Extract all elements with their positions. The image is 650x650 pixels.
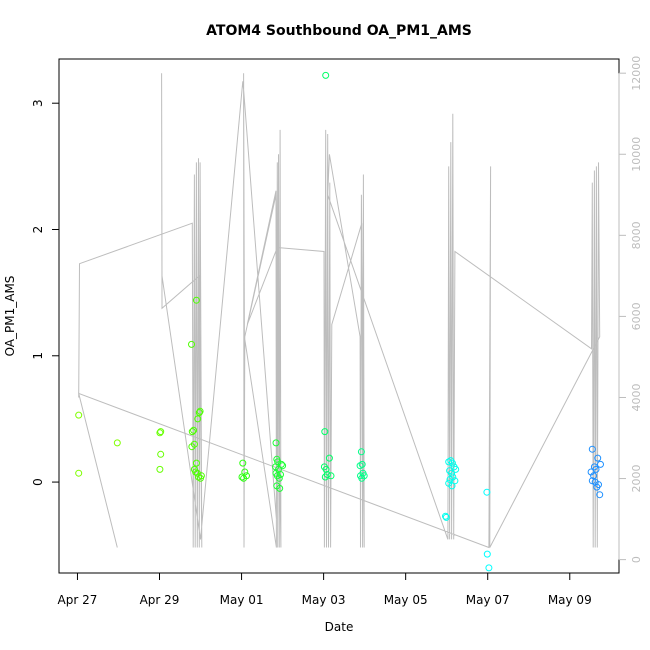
y-tick-label: 3 <box>31 99 45 107</box>
scatter-point <box>188 428 196 436</box>
scatter-point <box>192 468 200 476</box>
y2-tick-label: 2000 <box>630 465 643 493</box>
x-tick-label: May 09 <box>548 593 592 607</box>
scatter-point <box>448 459 456 467</box>
x-tick-label: May 01 <box>220 593 264 607</box>
x-tick-label: Apr 27 <box>58 593 98 607</box>
scatter-point <box>75 411 83 419</box>
chart-title: ATOM4 Southbound OA_PM1_AMS <box>206 23 472 39</box>
scatter-point <box>593 483 601 491</box>
y-tick-label: 2 <box>31 226 45 234</box>
y2-axis: 0 2000 4000 6000 8000 10000 12000 <box>618 56 643 563</box>
altitude-track-layer <box>77 73 601 549</box>
scatter-point <box>279 462 287 470</box>
scatter-point <box>357 448 365 456</box>
scatter-point <box>322 71 330 79</box>
scatter-point <box>442 512 449 520</box>
y-tick-label: 0 <box>31 478 45 486</box>
scatter-point <box>194 415 202 423</box>
y2-tick-label: 8000 <box>630 221 643 249</box>
scatter-point <box>197 472 205 480</box>
scatter-point <box>239 459 247 467</box>
scatter-point <box>596 491 604 499</box>
scatter-point <box>590 472 598 480</box>
scatter-point <box>188 340 195 348</box>
scatter-point <box>75 469 83 477</box>
scatter-point <box>448 482 456 490</box>
scatter-point <box>243 472 250 480</box>
y2-tick-label: 12000 <box>630 56 643 91</box>
scatter-point <box>597 460 604 468</box>
scatter-point <box>238 473 246 481</box>
y-axis: 0 1 2 3 <box>31 99 60 486</box>
x-tick-label: May 05 <box>384 593 428 607</box>
y-axis-label: OA_PM1_AMS <box>3 276 17 357</box>
scatter-point <box>272 439 280 447</box>
scatter-point <box>157 450 165 458</box>
scatter-point <box>442 513 450 521</box>
scatter-point <box>322 465 330 473</box>
scatter-point <box>360 472 368 480</box>
x-axis-label: Date <box>325 620 354 634</box>
scatter-point <box>446 476 454 483</box>
scatter-point <box>356 462 364 470</box>
scatter-point <box>594 454 602 462</box>
scatter-point <box>277 460 285 468</box>
scatter-point <box>157 428 165 436</box>
scatter-point <box>190 426 198 434</box>
scatter-point <box>113 439 121 447</box>
scatter-points-layer <box>75 71 604 572</box>
scatter-point <box>485 564 493 572</box>
scatter-point <box>277 471 284 478</box>
scatter-point <box>276 484 284 492</box>
scatter-point <box>192 296 200 304</box>
scatter-point <box>448 469 456 477</box>
y2-tick-label: 4000 <box>630 383 643 411</box>
x-tick-label: Apr 29 <box>140 593 180 607</box>
scatter-point <box>192 459 200 467</box>
plot-frame <box>58 58 620 574</box>
scatter-point <box>325 454 333 462</box>
x-axis: Apr 27 Apr 29 May 01 May 03 May 05 May 07 May … <box>58 572 592 607</box>
scatter-point <box>321 428 329 436</box>
scatter-point <box>156 429 164 437</box>
y2-tick-label: 0 <box>630 556 643 563</box>
scatter-point <box>451 477 459 485</box>
scatter-point <box>196 407 204 415</box>
scatter-point <box>588 445 596 453</box>
y2-tick-label: 10000 <box>630 137 643 172</box>
altitude-track-line <box>77 73 601 549</box>
scatter-point <box>275 474 283 482</box>
x-tick-label: May 03 <box>302 593 346 607</box>
y-tick-label: 1 <box>31 352 45 360</box>
scatter-point <box>195 409 203 417</box>
y2-tick-label: 6000 <box>630 302 643 330</box>
scatter-point <box>483 488 491 496</box>
scatter-point <box>190 440 198 448</box>
scatter-point <box>156 465 164 473</box>
scatter-point <box>483 550 491 558</box>
x-tick-label: May 07 <box>466 593 510 607</box>
scatter-point <box>327 472 335 480</box>
